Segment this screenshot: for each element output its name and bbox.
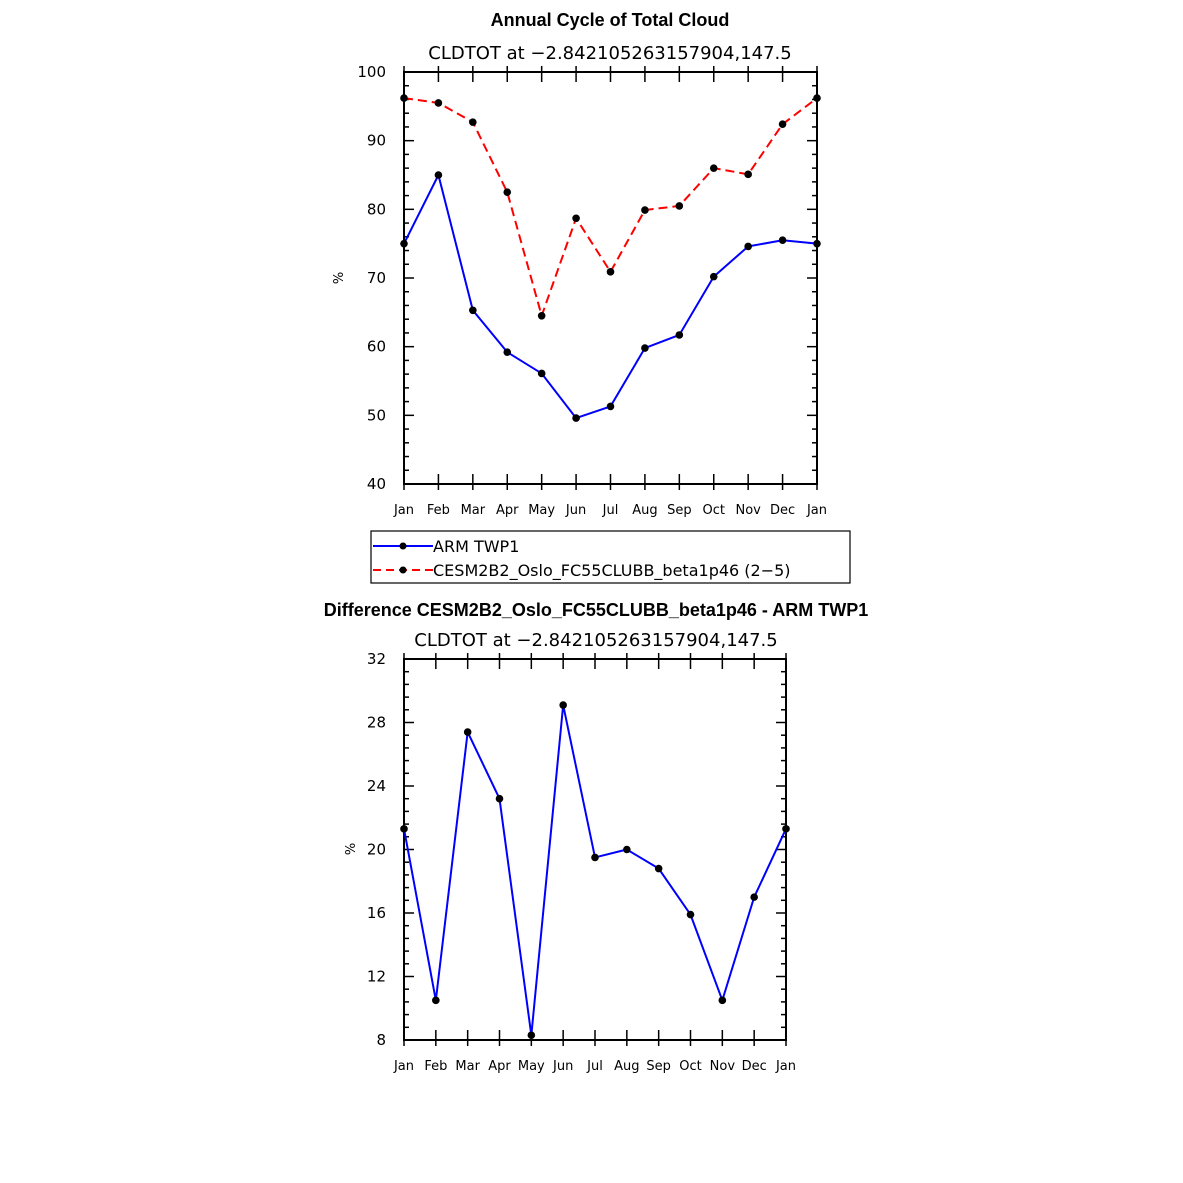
chart1-series-2-point [709, 164, 718, 172]
chart1-ylabel: % [332, 272, 347, 284]
chart1-ytick-label: 70 [367, 269, 386, 287]
chart2-ytick-label: 16 [367, 904, 386, 922]
chart1-series-2-point [503, 188, 512, 196]
chart2-title: Difference CESM2B2_Oslo_FC55CLUBB_beta1p… [324, 600, 868, 620]
chart2-xtick-label: Jun [552, 1059, 573, 1074]
chart2-series-1-point [559, 701, 567, 709]
chart2-xtick-label: Jan [393, 1059, 414, 1074]
chart1-series-2-point [778, 120, 787, 128]
chart2-ytick-label: 20 [367, 841, 386, 859]
chart2-series-1-point [432, 996, 440, 1005]
chart1-xtick-label: Feb [427, 503, 450, 518]
chart2-series-line-1 [403, 704, 787, 1036]
chart1-xtick-label: Oct [703, 503, 725, 518]
chart2-ytick-label: 8 [376, 1031, 386, 1049]
chart1-xtick-label: Jan [806, 503, 827, 518]
chart1-series-1-point [537, 369, 546, 378]
chart2-ytick-label: 32 [367, 650, 386, 668]
chart1-ytick-label: 50 [367, 406, 386, 424]
chart2-xtick-label: Mar [455, 1059, 480, 1074]
chart2-series-1-point [718, 996, 727, 1005]
chart1-xtick-label: Jul [602, 503, 619, 518]
chart2-series-1-point [527, 1031, 536, 1040]
chart1-xtick-label: May [528, 503, 555, 518]
legend-marker-arm [399, 542, 407, 550]
chart1-series-2-point [537, 311, 546, 320]
chart2-subtitle: CLDTOT at −2.842105263157904,147.5 [414, 630, 777, 651]
chart1-series-1-point [606, 402, 615, 411]
chart2-xtick-label: Sep [646, 1059, 671, 1074]
chart1-series-2-point [606, 268, 615, 276]
chart1-ytick-label: 60 [367, 338, 386, 356]
chart2-xtick-label: Feb [424, 1059, 447, 1074]
chart2-xtick-label: Apr [488, 1059, 511, 1074]
chart2-series-1-point [686, 910, 695, 919]
chart1-xtick-label: Nov [735, 503, 761, 518]
chart2-xtick-label: Dec [742, 1059, 767, 1074]
chart1-xtick-label: Jun [565, 503, 586, 518]
chart2-xtick-label: May [518, 1059, 545, 1074]
chart1-series-1-point [434, 171, 443, 179]
chart1-series-2-point [434, 99, 443, 107]
chart1-title: Annual Cycle of Total Cloud [491, 10, 730, 30]
chart1-series-1-point [503, 348, 512, 356]
chart1-series-1-point [813, 239, 821, 248]
chart1-series-1-point [778, 236, 787, 245]
chart2-series-1-point [623, 845, 631, 854]
chart1-xtick-label: Sep [667, 503, 692, 518]
chart1-ytick-label: 40 [367, 475, 386, 493]
chart1-series-1-point [675, 331, 684, 339]
chart1-series-2-point [469, 118, 477, 126]
chart2-plot-area: 8 12 16 20 24 28 32 Jan Feb Mar Apr May Jun Jul Aug Sep… [367, 650, 796, 1074]
chart1-series-2-point [572, 214, 580, 223]
legend-label-arm: ARM TWP1 [433, 537, 519, 556]
chart1-series-line-1 [403, 172, 818, 420]
chart2-xtick-label: Jul [586, 1059, 603, 1074]
chart1-series-1-point [709, 272, 718, 281]
chart1-series-2-point [813, 94, 821, 102]
chart1-ytick-label: 100 [357, 63, 386, 81]
chart2-xtick-label: Jan [775, 1059, 796, 1074]
chart1-series-1-point [400, 239, 408, 248]
chart2-ytick-label: 24 [367, 777, 386, 795]
chart2-series-1-point [463, 728, 472, 736]
chart2-series-1-point [782, 825, 790, 833]
chart2-ylabel: % [344, 843, 359, 855]
chart2-xtick-label: Oct [679, 1059, 701, 1074]
chart1-ytick-label: 80 [367, 200, 386, 218]
chart1-series-1-point [469, 306, 477, 315]
chart2-series-1-point [654, 864, 663, 873]
chart1-series-2-point [641, 206, 649, 214]
chart1-xtick-label: Mar [461, 503, 486, 518]
legend-marker-cesm [399, 566, 407, 574]
chart1-series-1-point [572, 414, 580, 422]
chart1-frame [403, 71, 818, 485]
chart1-xtick-label: Dec [770, 503, 795, 518]
chart1-plot-area: 40 50 60 70 80 90 100 Jan Feb Mar Apr May Jun Jul Aug S… [357, 63, 827, 518]
chart1-xtick-label: Apr [496, 503, 519, 518]
chart2-ytick-label: 12 [367, 968, 386, 986]
legend-box [370, 530, 851, 584]
chart1-series-2-point [675, 202, 684, 210]
chart2-xtick-label: Nov [710, 1059, 736, 1074]
chart2-ytick-label: 28 [367, 714, 386, 732]
legend-label-cesm: CESM2B2_Oslo_FC55CLUBB_beta1p46 (2−5) [433, 561, 791, 581]
chart2-xtick-label: Aug [614, 1059, 639, 1074]
chart1-xtick-label: Aug [632, 503, 657, 518]
chart1-series-1-point [641, 344, 649, 352]
chart1-legend: ARM TWP1 CESM2B2_Oslo_FC55CLUBB_beta1p46… [370, 530, 851, 584]
chart1-series-2-point [744, 170, 752, 179]
chart1-series-1-point [744, 242, 752, 251]
chart2-series-1-point [750, 893, 758, 901]
chart1-subtitle: CLDTOT at −2.842105263157904,147.5 [428, 43, 791, 64]
chart1-xtick-label: Jan [393, 503, 414, 518]
chart2-series-1-point [591, 853, 599, 862]
chart1-series-2-point [400, 94, 408, 102]
chart2-series-1-point [495, 794, 504, 803]
chart1-ytick-label: 90 [367, 132, 386, 150]
chart2-series-1-point [400, 825, 408, 833]
